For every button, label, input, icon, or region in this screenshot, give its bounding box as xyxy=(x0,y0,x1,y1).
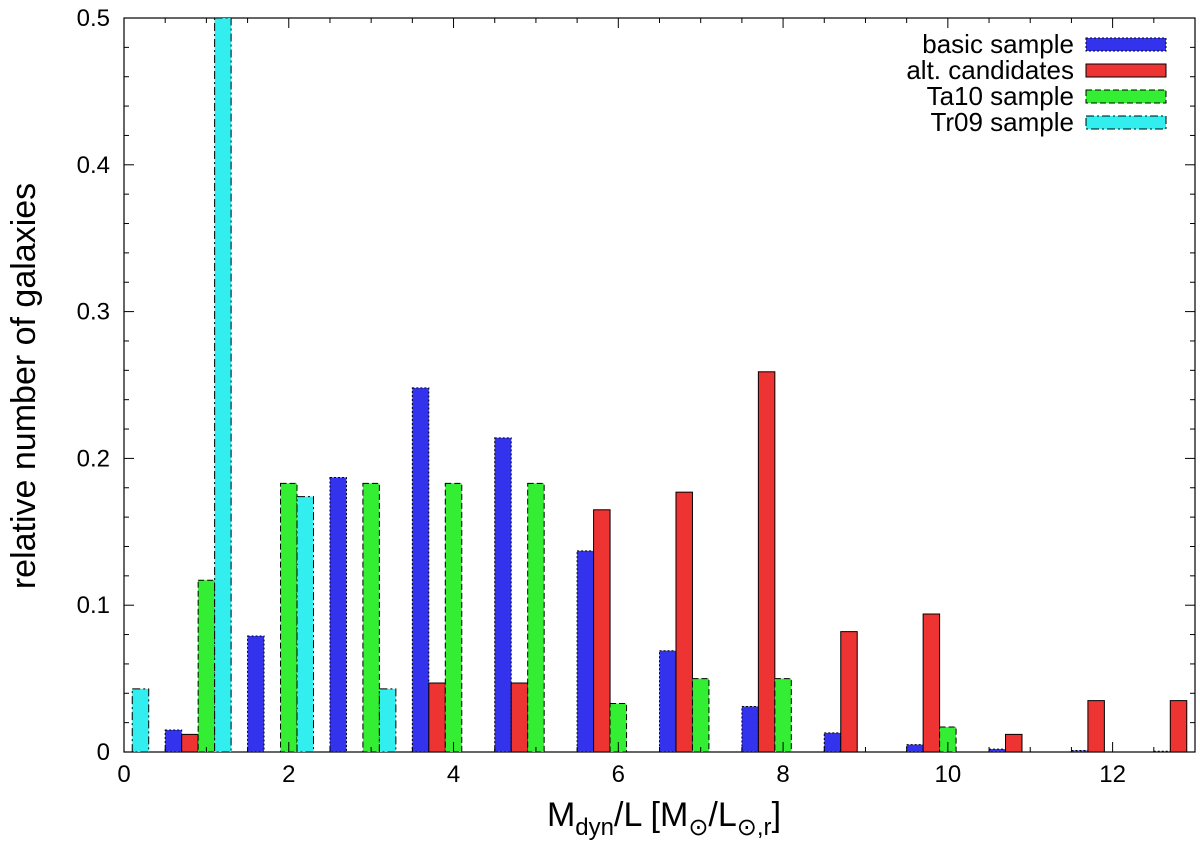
y-tick-label: 0.1 xyxy=(77,592,110,619)
legend-swatch xyxy=(1085,37,1167,52)
bar xyxy=(247,635,265,753)
bar xyxy=(840,631,858,753)
bar xyxy=(296,496,314,753)
bar xyxy=(988,748,1007,753)
x-tick-label: 6 xyxy=(612,761,625,788)
bar xyxy=(444,482,463,753)
bar xyxy=(164,729,183,753)
bar xyxy=(378,688,397,753)
bar xyxy=(576,550,595,753)
legend-swatch xyxy=(1085,63,1167,78)
legend-entry: Ta10 sample xyxy=(927,81,1167,111)
x-tick-label: 12 xyxy=(1099,761,1126,788)
axis-ticks: 0 2 4 6 8 10 12 0 0.1 0.2 0.3 0.4 0.5 xyxy=(77,5,1196,788)
x-tick-label: 0 xyxy=(117,761,130,788)
bar xyxy=(1070,750,1089,753)
bar xyxy=(1087,700,1105,753)
bar xyxy=(197,579,216,753)
bar xyxy=(675,491,693,753)
bar xyxy=(510,682,529,753)
y-tick-label: 0 xyxy=(97,739,110,766)
x-tick-label: 2 xyxy=(282,761,295,788)
legend-entry: Tr09 sample xyxy=(930,107,1167,137)
legend-label: Tr09 sample xyxy=(930,107,1074,137)
y-tick-label: 0.5 xyxy=(77,5,110,32)
legend-label: basic sample xyxy=(922,29,1074,59)
bar xyxy=(1005,733,1023,753)
bar xyxy=(527,482,545,753)
bars xyxy=(131,17,1188,753)
bar xyxy=(757,371,776,753)
legend-entry: alt. candidates xyxy=(906,55,1167,85)
y-tick-label: 0.2 xyxy=(77,445,110,472)
y-tick-label: 0.4 xyxy=(77,152,110,179)
series-1 xyxy=(181,371,1188,753)
bar xyxy=(428,682,446,753)
x-tick-label: 4 xyxy=(447,761,460,788)
bar xyxy=(906,744,924,753)
legend-entry: basic sample xyxy=(922,29,1167,59)
legend-swatch xyxy=(1085,115,1167,130)
y-tick-label: 0.3 xyxy=(77,299,110,326)
bar xyxy=(329,476,347,753)
bar xyxy=(181,733,199,753)
bar xyxy=(922,613,941,753)
x-tick-label: 10 xyxy=(934,761,961,788)
bar xyxy=(823,732,842,753)
series-3 xyxy=(131,17,397,753)
bar xyxy=(494,437,512,753)
bar xyxy=(214,17,232,753)
x-axis-title: Mdyn/L [M⊙/L⊙,r] xyxy=(547,796,781,841)
legend-label: alt. candidates xyxy=(906,55,1074,85)
bar xyxy=(593,509,611,753)
bar xyxy=(659,650,677,753)
bar xyxy=(774,678,792,753)
legend-swatch xyxy=(1085,89,1167,104)
bar xyxy=(691,678,710,753)
y-axis-title: relative number of galaxies xyxy=(5,183,43,589)
series-0 xyxy=(164,387,1171,753)
bar xyxy=(1169,700,1188,753)
legend-label: Ta10 sample xyxy=(927,81,1074,111)
bar xyxy=(280,482,298,753)
bar xyxy=(131,688,150,753)
bar xyxy=(411,387,430,753)
bar xyxy=(362,482,380,753)
bar xyxy=(1153,750,1171,753)
bar xyxy=(741,705,759,753)
series-2 xyxy=(197,482,957,753)
x-tick-label: 8 xyxy=(776,761,789,788)
